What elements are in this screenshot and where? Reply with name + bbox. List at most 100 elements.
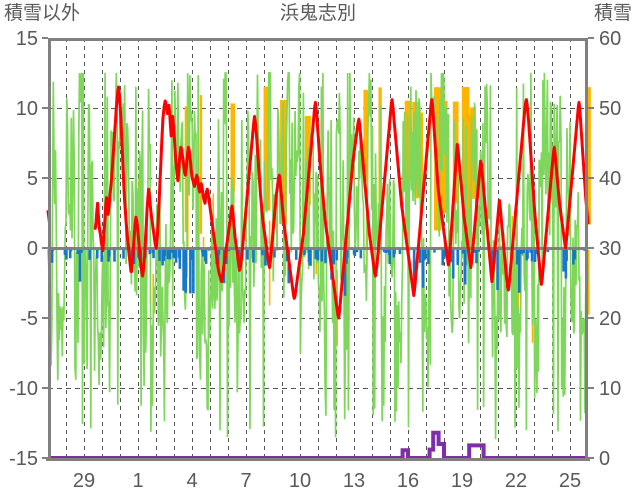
- y-tick-label-left: 0: [27, 238, 38, 260]
- x-tick-label: 29: [73, 470, 95, 492]
- precipitation-bar: [384, 248, 387, 253]
- precipitation-bar: [178, 248, 182, 269]
- y-tick-label-right: 50: [599, 98, 621, 120]
- precipitation-bar: [451, 248, 455, 279]
- precipitation-bar: [76, 248, 79, 254]
- precipitation-bar: [192, 248, 195, 294]
- y-tick-label-left: 5: [27, 168, 38, 190]
- precipitation-bar: [303, 248, 306, 256]
- precipitation-bar: [204, 248, 208, 264]
- precipitation-bar: [461, 248, 465, 254]
- precipitation-bar: [526, 248, 529, 259]
- precipitation-bar: [88, 248, 92, 260]
- precipitation-bar: [463, 248, 467, 285]
- precipitation-bar: [171, 248, 174, 253]
- precipitation-bar: [564, 248, 568, 279]
- right-axis-title: 積雪: [593, 3, 632, 24]
- y-tick-label-left: -5: [20, 308, 38, 330]
- left-axis-title: 積雪以外: [4, 3, 81, 24]
- precipitation-bar: [50, 248, 54, 263]
- x-tick-label: 16: [397, 470, 419, 492]
- precipitation-bar: [490, 248, 494, 265]
- precipitation-bar: [264, 248, 267, 266]
- page-title: 浜鬼志別: [279, 3, 356, 24]
- precipitation-bar: [418, 248, 422, 263]
- y-tick-label-left: 10: [16, 98, 38, 120]
- x-tick-label: 19: [451, 470, 473, 492]
- sunshine-bar: [199, 95, 203, 234]
- plot-frame: [48, 38, 588, 458]
- precipitation-bar: [473, 248, 477, 253]
- precipitation-bar: [148, 248, 152, 255]
- precipitation-bar: [237, 248, 241, 264]
- precipitation-bar: [427, 248, 430, 265]
- precipitation-bar: [246, 248, 249, 260]
- precipitation-bar: [530, 248, 534, 262]
- y-tick-label-right: 20: [599, 308, 621, 330]
- precipitation-bar: [166, 248, 170, 260]
- precipitation-bar: [393, 248, 396, 254]
- precipitation-bar: [359, 248, 363, 259]
- precipitation-bar: [355, 248, 359, 253]
- precipitation-bar: [152, 248, 155, 259]
- precipitation-bar: [189, 248, 192, 294]
- y-tick-label-left: -15: [9, 448, 38, 470]
- precipitation-bar: [107, 248, 111, 257]
- precipitation-bar: [63, 248, 67, 255]
- sunshine-bar: [230, 103, 236, 192]
- precipitation-bar: [442, 248, 446, 259]
- y-tick-label-left: 15: [16, 28, 38, 50]
- sunshine-bar: [517, 267, 520, 332]
- x-tick-label: 25: [559, 470, 581, 492]
- precipitation-bar: [388, 248, 392, 265]
- precipitation-bar: [113, 248, 116, 262]
- x-tick-label: 7: [240, 470, 251, 492]
- x-tick-label: 22: [505, 470, 527, 492]
- sunshine-bar: [464, 113, 471, 197]
- precipitation-bar: [516, 248, 520, 263]
- precipitation-bar: [100, 248, 104, 262]
- sunshine-bar: [588, 249, 590, 315]
- precipitation-bar: [273, 248, 276, 258]
- precipitation-bar: [161, 248, 164, 266]
- precipitation-bar: [533, 248, 537, 263]
- y-tick-label-right: 10: [599, 378, 621, 400]
- y-tick-label-left: -10: [9, 378, 38, 400]
- precipitation-bar: [382, 248, 386, 253]
- precipitation-bar: [316, 248, 320, 261]
- precipitation-bar: [535, 248, 538, 255]
- precipitation-bar: [80, 248, 83, 253]
- precipitation-bar: [456, 248, 460, 265]
- precipitation-bar: [433, 248, 436, 253]
- precipitation-bar: [441, 248, 444, 266]
- y-tick-label-right: 30: [599, 238, 621, 260]
- precipitation-bar: [201, 248, 205, 257]
- precipitation-bar: [163, 248, 167, 256]
- precipitation-bar: [332, 248, 336, 265]
- precipitation-bar: [65, 248, 68, 260]
- temperature-line: [93, 85, 590, 320]
- precipitation-bar: [122, 248, 125, 259]
- precipitation-bar: [174, 248, 178, 263]
- precipitation-bar: [309, 248, 312, 266]
- precipitation-bar: [324, 248, 327, 264]
- precipitation-bar: [314, 248, 318, 259]
- precipitation-bar: [217, 248, 221, 255]
- precipitation-bar: [216, 248, 220, 264]
- y-tick-label-right: 60: [599, 28, 621, 50]
- x-tick-label: 13: [343, 470, 365, 492]
- precipitation-bar: [95, 248, 99, 259]
- precipitation-bar: [573, 248, 577, 260]
- precipitation-bar: [424, 248, 427, 260]
- precipitation-bar: [421, 248, 425, 288]
- sunshine-bar: [363, 89, 369, 182]
- precipitation-bar: [475, 248, 478, 264]
- precipitation-bar: [335, 248, 339, 261]
- precipitation-bar: [320, 248, 324, 262]
- precipitation-bar: [412, 248, 416, 293]
- precipitation-bar: [572, 248, 575, 265]
